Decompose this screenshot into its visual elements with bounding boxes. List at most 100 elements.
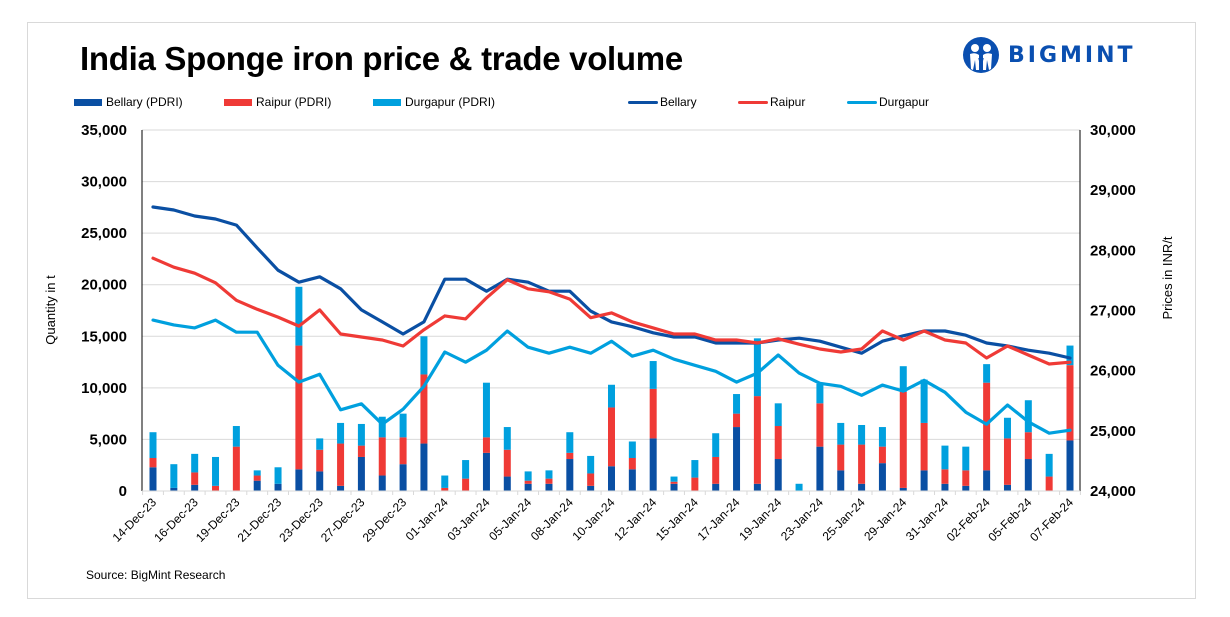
bar-durgapur-pdri-28 — [733, 394, 741, 414]
bar-raipur-pdri-2 — [191, 472, 199, 485]
bar-durgapur-pdri-14 — [441, 475, 449, 488]
bar-raipur-pdri-41 — [1003, 438, 1011, 485]
bar-raipur-pdri-0 — [149, 457, 157, 468]
bar-durgapur-pdri-13 — [420, 336, 428, 375]
bar-bellary-pdri-37 — [920, 470, 928, 491]
bar-raipur-pdri-14 — [441, 487, 449, 491]
bar-durgapur-pdri-9 — [337, 422, 345, 444]
bar-raipur-pdri-38 — [941, 469, 949, 484]
legend-label: Raipur (PDRI) — [256, 95, 332, 109]
left-tick-label: 30,000 — [81, 174, 127, 191]
bar-durgapur-pdri-35 — [878, 427, 886, 447]
bar-raipur-pdri-33 — [837, 444, 845, 471]
bar-raipur-pdri-30 — [774, 426, 782, 460]
right-tick-label: 30,000 — [1090, 122, 1136, 139]
bar-bellary-pdri-42 — [1024, 459, 1032, 491]
bar-durgapur-pdri-16 — [482, 382, 490, 438]
bar-bellary-pdri-13 — [420, 443, 428, 491]
x-tick-label: 23-Dec-23 — [276, 495, 326, 545]
bar-raipur-pdri-7 — [295, 345, 303, 470]
bar-durgapur-pdri-43 — [1045, 453, 1053, 477]
bar-raipur-pdri-8 — [316, 449, 324, 472]
bar-durgapur-pdri-32 — [816, 383, 824, 404]
left-axis-ticks: 0 5,000 10,000 15,000 20,000 25,000 30,000 35,0… — [81, 122, 127, 500]
bar-bellary-pdri-1 — [170, 487, 178, 491]
bar-raipur-pdri-36 — [899, 391, 907, 488]
bar-bellary-pdri-28 — [733, 427, 741, 491]
legend-label: Bellary (PDRI) — [106, 95, 183, 109]
x-tick-label: 01-Jan-24 — [403, 495, 451, 543]
bar-bellary-pdri-7 — [295, 469, 303, 491]
bar-bellary-pdri-30 — [774, 459, 782, 491]
x-tick-label: 23-Jan-24 — [778, 495, 826, 543]
bar-raipur-pdri-35 — [878, 446, 886, 464]
bar-bellary-pdri-16 — [482, 452, 490, 491]
x-tick-label: 16-Dec-23 — [151, 495, 201, 545]
bar-bellary-pdri-35 — [878, 463, 886, 491]
legend-label: Durgapur — [879, 95, 930, 109]
bar-raipur-pdri-5 — [253, 475, 261, 481]
legend-label: Durgapur (PDRI) — [405, 95, 496, 109]
bar-bellary-pdri-10 — [357, 456, 365, 491]
bar-raipur-pdri-17 — [503, 449, 511, 477]
x-axis-ticks: 14-Dec-2316-Dec-2319-Dec-2321-Dec-2323-D… — [110, 495, 1077, 545]
legend-swatch — [847, 100, 877, 104]
bar-bellary-pdri-41 — [1003, 484, 1011, 491]
bar-raipur-pdri-4 — [232, 446, 240, 491]
bar-durgapur-pdri-37 — [920, 379, 928, 423]
bar-raipur-pdri-3 — [212, 485, 220, 491]
bar-raipur-pdri-18 — [524, 480, 532, 484]
bar-bellary-pdri-11 — [378, 475, 386, 491]
bar-durgapur-pdri-39 — [962, 446, 970, 471]
x-tick-label: 03-Jan-24 — [444, 495, 492, 543]
bar-durgapur-pdri-12 — [399, 413, 407, 438]
x-tick-label: 08-Jan-24 — [528, 495, 576, 543]
bar-raipur-pdri-16 — [482, 437, 490, 453]
left-tick-label: 0 — [119, 483, 127, 500]
bar-raipur-pdri-15 — [462, 478, 470, 491]
bar-durgapur-pdri-7 — [295, 286, 303, 346]
bar-raipur-pdri-24 — [649, 388, 657, 439]
bar-bellary-pdri-6 — [274, 483, 282, 491]
x-tick-label: 14-Dec-23 — [110, 495, 160, 545]
x-tick-label: 15-Jan-24 — [653, 495, 701, 543]
bar-raipur-pdri-29 — [753, 396, 761, 484]
bar-raipur-pdri-20 — [566, 452, 574, 460]
bar-durgapur-pdri-27 — [712, 433, 720, 457]
right-tick-label: 29,000 — [1090, 182, 1136, 199]
x-tick-label: 05-Jan-24 — [486, 495, 534, 543]
bar-bellary-pdri-36 — [899, 487, 907, 491]
bar-series-group — [149, 286, 1074, 491]
bar-bellary-pdri-34 — [858, 483, 866, 491]
bar-raipur-pdri-9 — [337, 443, 345, 486]
bar-bellary-pdri-39 — [962, 485, 970, 491]
bar-raipur-pdri-13 — [420, 374, 428, 444]
bar-durgapur-pdri-19 — [545, 470, 553, 479]
bar-durgapur-pdri-36 — [899, 366, 907, 392]
bar-durgapur-pdri-41 — [1003, 417, 1011, 439]
left-tick-label: 20,000 — [81, 277, 127, 294]
bar-raipur-pdri-26 — [691, 477, 699, 491]
bar-durgapur-pdri-24 — [649, 361, 657, 389]
bigmint-logo-icon — [963, 37, 999, 73]
legend-item-bellary: Bellary — [628, 95, 697, 109]
bar-bellary-pdri-40 — [983, 470, 991, 491]
bar-raipur-pdri-23 — [628, 457, 636, 470]
bar-bellary-pdri-2 — [191, 484, 199, 491]
x-tick-label: 25-Jan-24 — [820, 495, 868, 543]
left-tick-label: 5,000 — [89, 431, 127, 448]
bar-bellary-pdri-21 — [587, 485, 595, 491]
bar-bellary-pdri-38 — [941, 483, 949, 491]
bar-bellary-pdri-29 — [753, 483, 761, 491]
bar-raipur-pdri-44 — [1066, 365, 1074, 441]
bar-durgapur-pdri-18 — [524, 471, 532, 481]
bar-durgapur-pdri-11 — [378, 416, 386, 438]
bar-bellary-pdri-33 — [837, 470, 845, 491]
bar-bellary-pdri-5 — [253, 480, 261, 491]
bar-raipur-pdri-34 — [858, 444, 866, 484]
bar-raipur-pdri-42 — [1024, 432, 1032, 460]
legend-item-raipur: Raipur — [738, 95, 805, 109]
bar-durgapur-pdri-42 — [1024, 400, 1032, 433]
bar-durgapur-pdri-10 — [357, 423, 365, 446]
